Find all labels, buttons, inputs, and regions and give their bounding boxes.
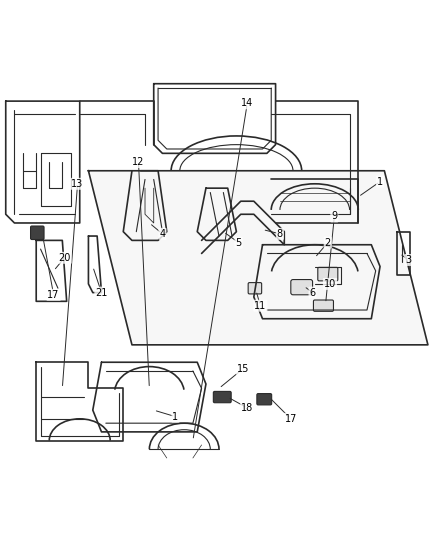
Text: 17: 17	[47, 290, 60, 300]
FancyBboxPatch shape	[257, 393, 272, 405]
Text: 5: 5	[236, 238, 242, 247]
Text: 8: 8	[277, 229, 283, 239]
Text: 17: 17	[285, 414, 297, 424]
Text: 11: 11	[254, 301, 266, 311]
Text: 1: 1	[173, 411, 179, 422]
FancyBboxPatch shape	[318, 268, 338, 281]
FancyBboxPatch shape	[314, 300, 333, 311]
FancyBboxPatch shape	[31, 226, 44, 239]
Text: 18: 18	[241, 403, 254, 413]
Polygon shape	[88, 171, 428, 345]
Text: 4: 4	[159, 229, 166, 239]
Text: 2: 2	[325, 238, 331, 247]
Text: 12: 12	[132, 157, 145, 167]
Text: 3: 3	[405, 255, 411, 265]
Text: 6: 6	[310, 288, 316, 297]
Text: 15: 15	[237, 364, 249, 374]
Text: 21: 21	[95, 288, 108, 297]
FancyBboxPatch shape	[291, 279, 313, 295]
Text: 9: 9	[331, 212, 337, 221]
Text: 1: 1	[377, 176, 383, 187]
FancyBboxPatch shape	[213, 391, 231, 403]
Text: 14: 14	[241, 98, 254, 108]
FancyBboxPatch shape	[248, 282, 261, 294]
Text: 20: 20	[58, 253, 71, 263]
Text: 10: 10	[324, 279, 336, 289]
Text: 13: 13	[71, 179, 84, 189]
